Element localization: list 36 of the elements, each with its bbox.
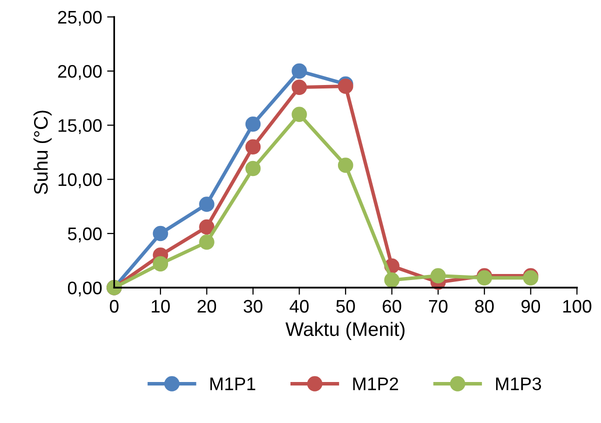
x-tick-label: 70 [429,300,448,313]
y-tick-label: 25,00 [58,10,102,26]
y-axis-title: Suhu (°C) [34,110,52,194]
point [245,139,261,155]
point [292,106,307,122]
point [199,234,214,250]
x-tick-label: 30 [244,300,262,313]
x-tick-label: 10 [152,300,170,313]
point [199,196,214,212]
y-tick-label: 0,00 [68,282,102,296]
point [430,268,446,284]
point [199,219,214,235]
point [384,272,400,288]
x-tick-label: 100 [563,300,592,313]
x-axis-title: Waktu (Menit) [286,322,405,340]
point [245,116,261,132]
x-tick-label: 0 [110,300,119,313]
point [292,80,307,95]
point [292,63,307,79]
point [245,160,261,176]
point [152,256,168,272]
legend-label: M1P2 [353,377,398,390]
x-tick-label: 20 [198,300,216,313]
point [338,158,354,173]
legend-label: M1P3 [496,377,542,390]
x-tick-label: 60 [382,300,402,313]
x-tick-label: 40 [290,300,309,313]
legend-label: M1P1 [210,378,256,390]
x-tick-label: 50 [336,300,355,313]
y-tick-label: 10,00 [58,173,102,188]
point [152,226,168,242]
x-tick-label: 80 [475,300,494,313]
x-tick-label: 90 [521,300,540,313]
y-tick-label: 15,00 [58,119,102,134]
y-tick-label: 5,00 [68,227,102,242]
y-tick-label: 20,00 [58,65,102,80]
